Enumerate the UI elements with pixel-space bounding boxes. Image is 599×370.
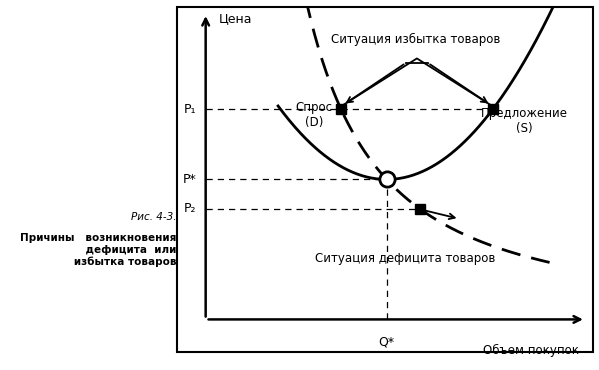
- Text: Причины   возникновения
    дефицита  или
   избытка товаров: Причины возникновения дефицита или избыт…: [20, 233, 177, 267]
- Text: Спрос
(D): Спрос (D): [296, 101, 333, 129]
- Text: P₂: P₂: [184, 202, 196, 215]
- Text: Ситуация избытка товаров: Ситуация избытка товаров: [331, 33, 500, 46]
- Text: Предложение
(S): Предложение (S): [481, 107, 568, 135]
- Text: Объем покупок: Объем покупок: [483, 344, 579, 357]
- Text: Ситуация дефицита товаров: Ситуация дефицита товаров: [314, 252, 495, 265]
- Text: Рис. 4-3.: Рис. 4-3.: [131, 212, 177, 222]
- Text: Q*: Q*: [379, 336, 395, 349]
- Text: Цена: Цена: [218, 12, 252, 25]
- Text: P*: P*: [183, 173, 196, 186]
- Text: P₁: P₁: [184, 103, 196, 116]
